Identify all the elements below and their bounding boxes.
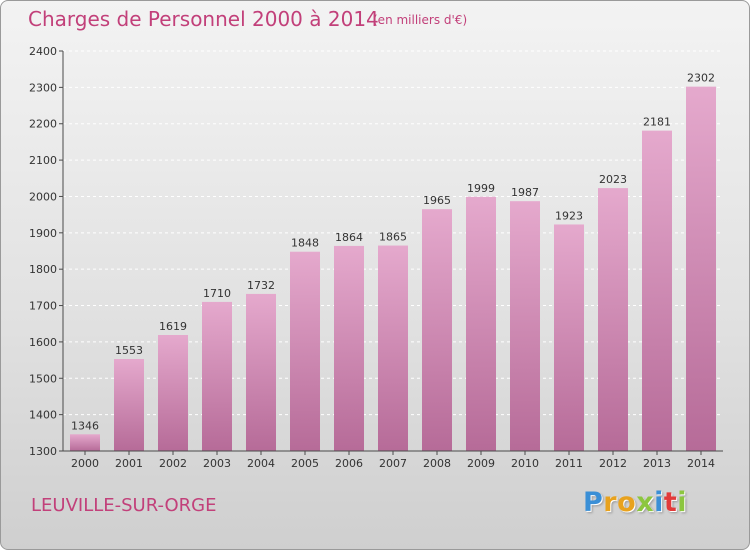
labels: 1300 1400 1500 1600 1700 1800 1900 2000 2100 2200… [29, 45, 715, 470]
x-tick-label: 2007 [379, 457, 407, 470]
logo-letter: P [583, 487, 604, 518]
logo-letter: i [654, 487, 664, 518]
data-label: 1553 [115, 344, 143, 357]
y-tick-label: 1900 [29, 227, 57, 240]
data-label: 1864 [335, 231, 363, 244]
x-tick-label: 2014 [687, 457, 715, 470]
x-tick-label: 2010 [511, 457, 539, 470]
x-tick-label: 2000 [71, 457, 99, 470]
bar [246, 293, 276, 451]
bar [642, 130, 672, 452]
bar [554, 224, 584, 451]
data-label: 1619 [159, 320, 187, 333]
data-label: 1999 [467, 182, 495, 195]
y-tick-label: 2200 [29, 118, 57, 131]
y-tick-label: 1600 [29, 336, 57, 349]
data-label: 1923 [555, 209, 583, 222]
data-label: 1732 [247, 279, 275, 292]
x-tick-label: 2006 [335, 457, 363, 470]
y-tick-label: 2100 [29, 154, 57, 167]
x-tick-label: 2004 [247, 457, 275, 470]
bar [114, 359, 144, 451]
axes [59, 50, 723, 455]
data-label: 1987 [511, 186, 539, 199]
data-label: 2023 [599, 173, 627, 186]
bar [290, 251, 320, 451]
city-name: LEUVILLE-SUR-ORGE [31, 495, 217, 516]
bar [70, 434, 100, 451]
logo-letter: x [636, 487, 655, 518]
logo-letter: i [677, 487, 688, 518]
bar [510, 201, 540, 451]
y-tick-label: 2300 [29, 81, 57, 94]
x-tick-label: 2012 [599, 457, 627, 470]
y-tick-label: 2400 [29, 45, 57, 58]
x-tick-label: 2003 [203, 457, 231, 470]
bar [686, 86, 716, 452]
data-label: 2181 [643, 116, 671, 129]
bar [598, 188, 628, 451]
logo-letter: r [603, 487, 618, 518]
bar [158, 335, 188, 451]
bars [70, 86, 716, 452]
bar [466, 196, 496, 451]
data-label: 1710 [203, 287, 231, 300]
chart-subtitle: (en milliers d'€) [373, 13, 468, 27]
data-label: 1865 [379, 231, 407, 244]
bar [334, 245, 364, 451]
chart-title: Charges de Personnel 2000 à 2014 [28, 7, 379, 31]
bar [378, 245, 408, 451]
y-tick-label: 2000 [29, 190, 57, 203]
y-tick-label: 1700 [29, 300, 57, 313]
x-tick-label: 2011 [555, 457, 583, 470]
data-label: 1965 [423, 194, 451, 207]
x-tick-label: 2002 [159, 457, 187, 470]
logo-letter: t [663, 487, 678, 518]
y-tick-label: 1400 [29, 409, 57, 422]
logo-letter: o [617, 487, 637, 518]
x-tick-label: 2005 [291, 457, 319, 470]
x-tick-label: 2009 [467, 457, 495, 470]
data-label: 1848 [291, 237, 319, 250]
y-tick-label: 1800 [29, 263, 57, 276]
y-tick-label: 1300 [29, 445, 57, 458]
x-tick-label: 2008 [423, 457, 451, 470]
data-label: 2302 [687, 72, 715, 85]
bar [422, 209, 452, 451]
y-tick-label: 1500 [29, 372, 57, 385]
data-label: 1346 [71, 419, 99, 432]
x-tick-label: 2013 [643, 457, 671, 470]
x-tick-label: 2001 [115, 457, 143, 470]
bar [202, 301, 232, 451]
proxiti-logo: Proxiti [583, 487, 687, 518]
